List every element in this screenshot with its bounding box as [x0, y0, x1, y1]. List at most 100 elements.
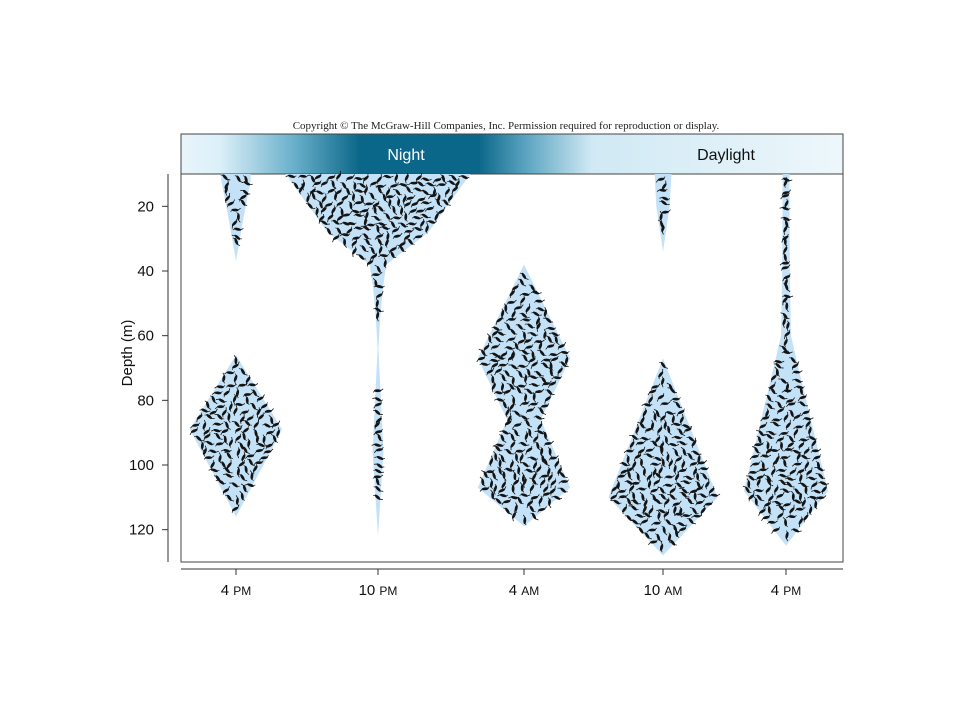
x-tick-unit: PM [379, 584, 397, 598]
zooplankton-glyph [524, 468, 536, 473]
zooplankton-glyph [341, 193, 349, 202]
zooplankton-glyph [786, 320, 790, 332]
zooplankton-glyph [265, 441, 274, 450]
zooplankton-glyph [646, 471, 653, 482]
zooplankton-glyph [547, 380, 557, 388]
zooplankton-glyph [793, 412, 801, 422]
zooplankton-glyph [760, 454, 772, 458]
zooplankton-glyph [492, 445, 503, 452]
zooplankton-glyph [527, 375, 539, 380]
zooplankton-glyph [670, 422, 682, 426]
zooplankton-glyph [777, 510, 784, 520]
zooplankton-glyph [321, 193, 327, 204]
zooplankton-glyph [254, 447, 265, 454]
zooplankton-glyph [527, 504, 536, 513]
zooplankton-glyph [756, 476, 761, 488]
zooplankton-glyph [375, 185, 384, 194]
zooplankton-glyph [689, 460, 699, 468]
zooplankton-glyph [239, 413, 245, 424]
zooplankton-glyph [244, 453, 256, 459]
zooplankton-glyph [771, 418, 783, 422]
zooplankton-glyph [781, 389, 793, 393]
zooplankton-glyph [674, 455, 682, 464]
zooplankton-glyph [504, 346, 516, 350]
zooplankton-glyph [547, 497, 552, 509]
zooplankton-glyph [363, 173, 369, 184]
zooplankton-glyph [214, 413, 225, 420]
zooplankton-glyph [790, 528, 802, 533]
zooplankton-glyph [620, 467, 629, 476]
zooplankton-glyph [424, 205, 435, 212]
zooplankton-glyph [223, 473, 234, 478]
zooplankton-glyph [507, 328, 518, 335]
zooplankton-glyph [650, 419, 655, 431]
zooplankton-glyph [385, 236, 389, 248]
zooplankton-glyph [291, 181, 301, 190]
zooplankton-glyph [630, 499, 642, 505]
y-tick-label: 80 [137, 392, 154, 409]
y-tick-label: 60 [137, 328, 154, 345]
zooplankton-glyph [247, 438, 251, 450]
zooplankton-glyph [359, 245, 369, 253]
zooplankton-glyph [643, 532, 652, 540]
zooplankton-glyph [397, 196, 401, 208]
x-tick-label: 4 PM [221, 582, 252, 599]
zooplankton-glyph [550, 485, 556, 496]
zooplankton-glyph [791, 490, 796, 502]
zooplankton-glyph [532, 459, 538, 471]
zooplankton-glyph [528, 401, 539, 407]
zooplankton-glyph [215, 440, 226, 447]
zooplankton-glyph [388, 250, 397, 259]
zooplankton-glyph [503, 303, 509, 314]
zooplankton-glyph [420, 218, 425, 230]
zooplankton-glyph [776, 394, 788, 400]
zooplankton-glyph [782, 517, 789, 528]
zooplankton-glyph [241, 451, 246, 463]
zooplankton-glyph [780, 264, 791, 271]
zooplankton-glyph [803, 484, 808, 495]
zooplankton-glyph [503, 387, 512, 396]
zooplankton-glyph [516, 369, 525, 378]
zooplankton-glyph [216, 398, 227, 403]
zooplankton-glyph [388, 245, 397, 254]
night-label: Night [387, 147, 425, 164]
zooplankton-glyph [215, 479, 227, 485]
zooplankton-glyph [610, 499, 622, 505]
zooplankton-glyph [500, 400, 509, 409]
zooplankton-glyph [660, 401, 671, 406]
zooplankton-glyph [663, 419, 667, 431]
distribution-shape [285, 170, 471, 537]
zooplankton-glyph [519, 292, 531, 296]
zooplankton-glyph [798, 440, 805, 450]
zooplankton-glyph [667, 494, 678, 500]
zooplankton-glyph [686, 517, 697, 525]
zooplankton-glyph [784, 481, 795, 488]
zooplankton-glyph [373, 463, 385, 469]
zooplankton-glyph [530, 360, 538, 370]
zooplankton-glyph [324, 226, 333, 236]
zooplankton-glyph [519, 349, 530, 355]
zooplankton-glyph [647, 388, 657, 396]
y-tick-label: 40 [137, 263, 154, 280]
zooplankton-glyph [676, 441, 688, 446]
zooplankton-glyph [247, 383, 259, 387]
zooplankton-glyph [753, 496, 759, 507]
zooplankton-glyph [336, 170, 342, 182]
zooplankton-glyph [511, 428, 520, 437]
zooplankton-glyph [510, 439, 516, 451]
zooplankton-glyph [543, 329, 547, 340]
zooplankton-glyph [777, 473, 789, 478]
zooplankton-glyph [639, 436, 651, 441]
zooplankton-glyph [420, 201, 432, 205]
zooplankton-glyph [810, 480, 818, 490]
zooplankton-glyph [511, 375, 515, 387]
zooplankton-glyph [616, 473, 627, 479]
zooplankton-glyph [383, 257, 387, 269]
zooplankton-glyph [223, 388, 231, 398]
zooplankton-glyph [761, 514, 771, 522]
zooplankton-glyph [378, 254, 390, 258]
zooplankton-glyph [519, 482, 525, 493]
zooplankton-glyph [499, 434, 507, 443]
zooplankton-glyph [222, 372, 226, 384]
zooplankton-glyph [534, 299, 545, 303]
